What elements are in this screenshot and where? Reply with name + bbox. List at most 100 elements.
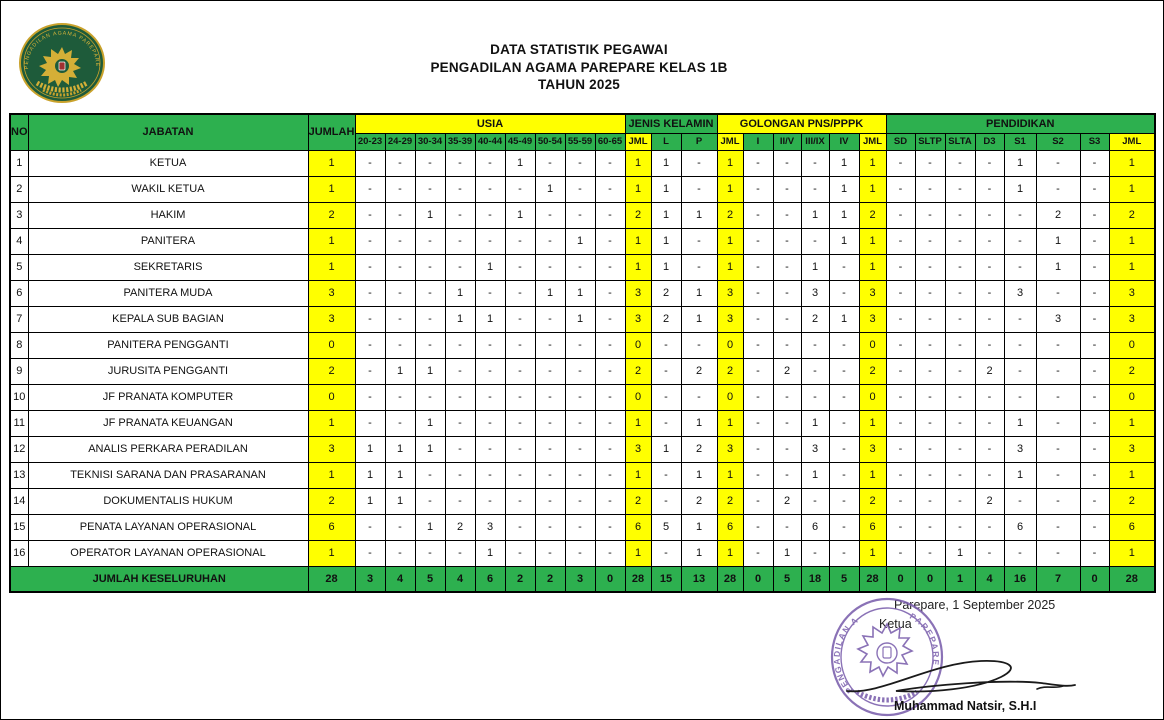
total-cell: 0 (885, 565, 916, 593)
table-cell: - (885, 175, 916, 203)
table-cell: - (742, 331, 774, 359)
col-group-pendidikan: PENDIDIKAN (885, 113, 1156, 134)
signature-scribble (846, 660, 1076, 693)
jabatan-cell: TEKNISI SARANA DAN PRASARANAN (27, 461, 309, 489)
table-cell: - (1003, 331, 1037, 359)
table-cell: 1 (680, 539, 718, 567)
table-cell: - (504, 253, 536, 281)
table-cell: 2 (772, 487, 802, 515)
table-cell: - (384, 149, 416, 177)
table-cell: - (742, 513, 774, 541)
table-cell: - (1035, 461, 1081, 489)
table-cell: - (534, 305, 566, 333)
table-cell: 3 (474, 513, 506, 541)
table-cell: - (504, 279, 536, 307)
jumlah-cell: 3 (307, 279, 356, 307)
col-header-20-23: 20-23 (354, 132, 386, 151)
table-cell: - (944, 253, 976, 281)
table-cell: - (944, 305, 976, 333)
table-cell: - (594, 383, 626, 411)
table-cell: - (828, 253, 860, 281)
table-cell: 1 (716, 409, 744, 437)
table-cell: - (504, 331, 536, 359)
table-cell: - (1079, 435, 1110, 463)
table-cell: 3 (624, 435, 652, 463)
table-cell: - (650, 539, 682, 567)
table-cell: - (384, 175, 416, 203)
table-cell: 1 (858, 227, 887, 255)
table-cell: 1 (414, 513, 446, 541)
table-cell: - (534, 357, 566, 385)
table-cell: - (914, 253, 946, 281)
row-number: 8 (9, 331, 29, 359)
table-cell: 1 (1003, 409, 1037, 437)
col-header-l: L (650, 132, 682, 151)
table-cell: - (914, 357, 946, 385)
table-cell: - (444, 409, 476, 437)
col-header-60-65: 60-65 (594, 132, 626, 151)
table-cell: - (742, 227, 774, 255)
col-header-ii-v: II/V (772, 132, 802, 151)
total-cell: 28 (716, 565, 744, 593)
total-label: JUMLAH KESELURUHAN (9, 565, 309, 593)
table-cell: - (1035, 409, 1081, 437)
table-cell: - (828, 357, 860, 385)
col-header-40-44: 40-44 (474, 132, 506, 151)
total-cell: 28 (858, 565, 887, 593)
table-cell: - (974, 175, 1005, 203)
total-cell: 16 (1003, 565, 1037, 593)
statistics-table: NO JABATAN JUMLAH USIA JENIS KELAMIN GOLONGAN… (9, 113, 1156, 593)
table-cell: 1 (800, 201, 830, 229)
table-cell: 1 (650, 227, 682, 255)
table-cell: - (504, 357, 536, 385)
table-cell: - (474, 201, 506, 229)
total-cell: 4 (384, 565, 416, 593)
table-cell: - (1079, 409, 1110, 437)
table-cell: - (974, 435, 1005, 463)
table-cell: - (828, 435, 860, 463)
table-cell: - (828, 331, 860, 359)
table-cell: - (354, 357, 386, 385)
table-cell: - (594, 409, 626, 437)
table-cell: 2 (650, 279, 682, 307)
table-cell: - (800, 149, 830, 177)
table-cell: 6 (800, 513, 830, 541)
table-cell: - (594, 253, 626, 281)
table-cell: - (1079, 513, 1110, 541)
table-cell: 1 (564, 227, 596, 255)
col-header-jml: JML (624, 132, 652, 151)
row-number: 10 (9, 383, 29, 411)
col-header-55-59: 55-59 (564, 132, 596, 151)
table-cell: - (1035, 279, 1081, 307)
table-cell: - (974, 227, 1005, 255)
table-cell: - (944, 435, 976, 463)
table-cell: - (1003, 227, 1037, 255)
jumlah-cell: 0 (307, 383, 356, 411)
col-header-iv: IV (828, 132, 860, 151)
total-cell: 13 (680, 565, 718, 593)
table-cell: - (680, 149, 718, 177)
table-cell: - (594, 513, 626, 541)
jumlah-cell: 1 (307, 409, 356, 437)
total-cell: 0 (742, 565, 774, 593)
table-cell: - (594, 461, 626, 489)
table-cell: - (594, 331, 626, 359)
table-cell: 3 (716, 435, 744, 463)
total-cell: 28 (624, 565, 652, 593)
table-cell: - (885, 331, 916, 359)
table-cell: - (504, 409, 536, 437)
table-cell: - (474, 279, 506, 307)
table-cell: 1 (624, 409, 652, 437)
table-cell: 1 (504, 149, 536, 177)
table-cell: - (414, 253, 446, 281)
table-cell: - (1035, 435, 1081, 463)
row-number: 2 (9, 175, 29, 203)
table-cell: 1 (650, 201, 682, 229)
table-cell: 1 (716, 227, 744, 255)
table-cell: - (504, 227, 536, 255)
table-cell: - (594, 539, 626, 567)
table-cell: - (504, 513, 536, 541)
table-cell: 1 (680, 461, 718, 489)
table-cell: - (594, 279, 626, 307)
col-header-30-34: 30-34 (414, 132, 446, 151)
